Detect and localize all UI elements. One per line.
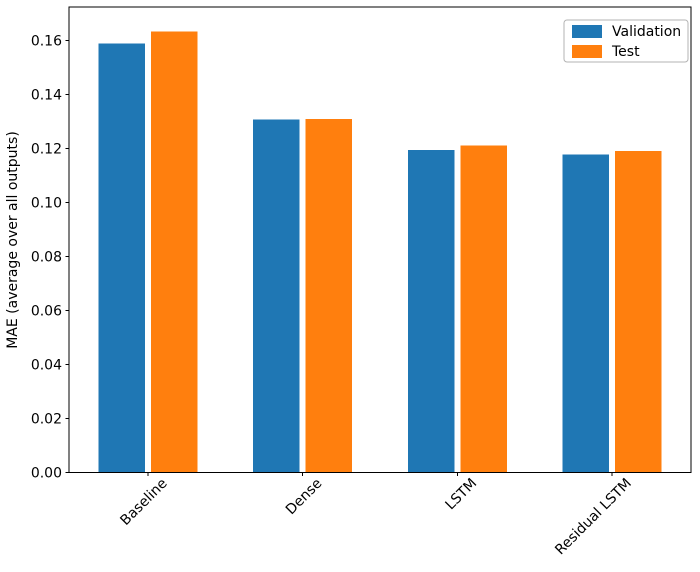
y-tick-label-0.06: 0.06: [31, 304, 62, 320]
y-tick-label-0.00: 0.00: [31, 466, 62, 482]
y-tick-label-0.04: 0.04: [31, 358, 62, 374]
bar-validation-dense: [253, 119, 300, 473]
bars-layer: [98, 31, 662, 473]
x-tick-label-residual-lstm: Residual LSTM: [552, 476, 635, 559]
legend: Validation Test: [563, 19, 689, 63]
y-tick-label-0.12: 0.12: [31, 142, 62, 158]
bar-test-residual-lstm: [615, 151, 662, 473]
y-axis-label: MAE (average over all outputs): [5, 131, 21, 349]
y-tick-label-0.02: 0.02: [31, 412, 62, 428]
x-tick-label-lstm: LSTM: [443, 476, 481, 514]
legend-label-test: Test: [611, 44, 640, 60]
legend-swatch-test: [572, 45, 602, 58]
bar-validation-baseline: [98, 43, 145, 473]
bar-test-lstm: [460, 145, 507, 473]
x-tick-label-dense: Dense: [283, 476, 326, 519]
axes-frame: [68, 6, 692, 473]
y-tick-label-0.16: 0.16: [31, 34, 62, 50]
bar-validation-residual-lstm: [562, 154, 609, 473]
bar-test-baseline: [151, 31, 198, 473]
y-tick-label-0.14: 0.14: [31, 88, 62, 104]
y-tick-label-0.10: 0.10: [31, 196, 62, 212]
legend-swatch-validation: [572, 25, 602, 38]
y-tick-label-0.08: 0.08: [31, 250, 62, 266]
bar-validation-lstm: [407, 149, 455, 473]
legend-label-validation: Validation: [612, 24, 681, 40]
x-tick-label-baseline: Baseline: [117, 476, 170, 529]
bar-test-dense: [305, 119, 353, 473]
